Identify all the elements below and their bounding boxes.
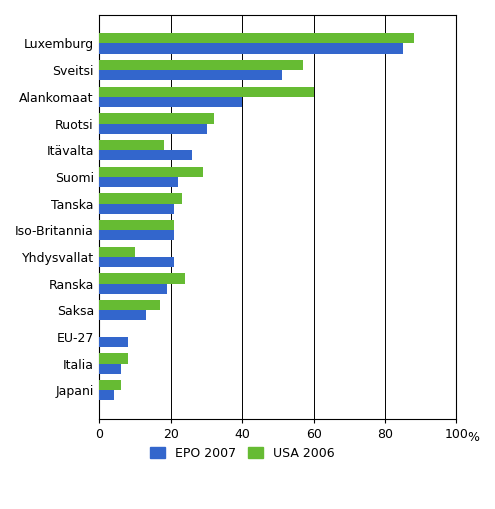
Bar <box>99 43 403 53</box>
Bar <box>99 230 174 240</box>
Bar <box>99 284 167 294</box>
Bar <box>99 193 182 204</box>
Bar <box>99 247 135 257</box>
Bar <box>99 97 242 107</box>
Bar <box>99 60 303 70</box>
Bar <box>99 34 414 43</box>
Bar <box>99 310 146 320</box>
Bar <box>99 204 174 214</box>
Bar <box>99 114 214 124</box>
Bar <box>99 87 314 97</box>
Bar <box>99 337 128 347</box>
Bar <box>99 353 128 363</box>
Bar <box>99 363 121 374</box>
Bar <box>99 220 174 230</box>
Bar <box>99 140 164 150</box>
Bar <box>99 70 282 80</box>
Bar <box>99 273 185 284</box>
Bar <box>99 167 203 177</box>
Bar <box>99 257 174 267</box>
Text: %: % <box>467 431 479 444</box>
Bar <box>99 390 114 401</box>
Bar <box>99 380 121 390</box>
Bar <box>99 300 160 310</box>
Legend: EPO 2007, USA 2006: EPO 2007, USA 2006 <box>145 442 340 465</box>
Bar <box>99 150 192 160</box>
Bar <box>99 124 206 134</box>
Bar <box>99 177 178 187</box>
